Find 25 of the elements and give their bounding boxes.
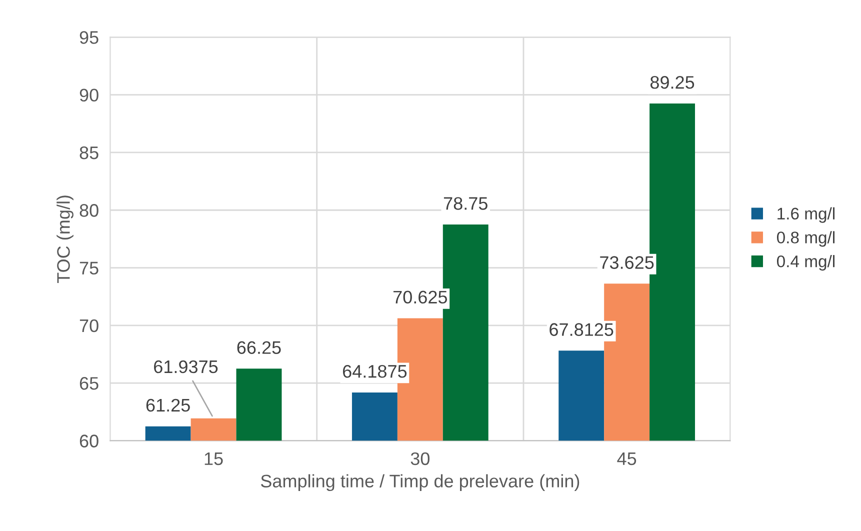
data-label: 78.75 — [444, 197, 488, 210]
data-label: 67.8125 — [550, 323, 614, 336]
data-label: 66.25 — [237, 341, 281, 354]
y-tick-label: 60 — [80, 434, 98, 448]
data-label: 61.25 — [146, 398, 190, 412]
y-axis-title: TOC (mg/l) — [56, 196, 74, 284]
y-tick-label: 95 — [80, 31, 98, 44]
x-tick-label: 45 — [617, 452, 636, 466]
data-label: 70.625 — [393, 290, 448, 304]
legend-label: 0.4 mg/l — [776, 255, 834, 271]
data-label: 64.1875 — [342, 364, 407, 378]
legend-label: 1.6 mg/l — [778, 207, 834, 223]
y-tick-label: 80 — [80, 204, 98, 217]
data-label: 73.625 — [600, 256, 654, 269]
y-tick-label: 85 — [80, 146, 98, 160]
x-axis-title: Sampling time / Timp de prelevare (min) — [260, 474, 580, 492]
x-tick-label: 15 — [204, 452, 223, 466]
y-tick-label: 90 — [80, 88, 98, 102]
x-tick-label: 30 — [410, 452, 430, 466]
y-tick-label: 65 — [80, 377, 98, 390]
data-label: 61.9375 — [154, 360, 218, 374]
y-tick-label: 75 — [80, 262, 98, 274]
y-tick-label: 70 — [80, 319, 98, 332]
legend-label: 0.8 mg/l — [776, 231, 834, 247]
data-label: 89.25 — [650, 76, 694, 89]
